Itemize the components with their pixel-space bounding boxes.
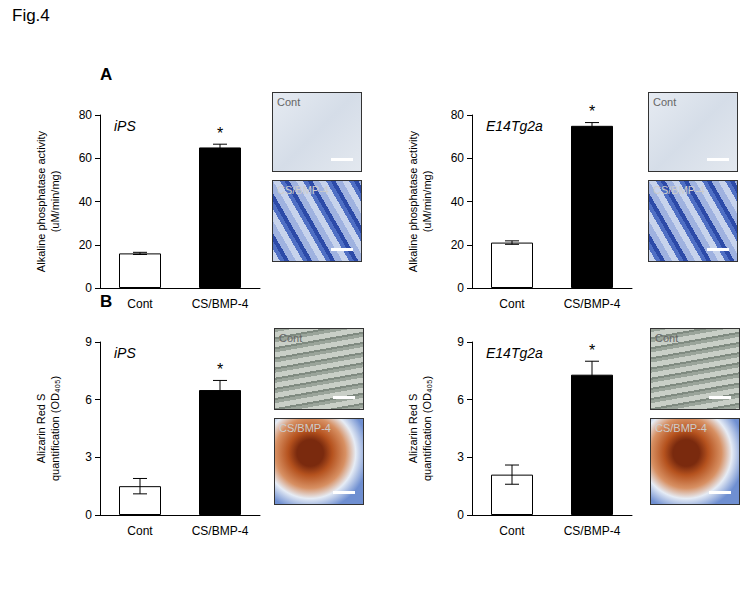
svg-text:80: 80 <box>79 108 93 122</box>
html-text:B: B <box>100 292 113 311</box>
svg-text:0: 0 <box>85 281 92 295</box>
html-text:Cont: Cont <box>655 332 679 344</box>
svg-text:E14Tg2a: E14Tg2a <box>486 345 543 361</box>
svg-text:CS/BMP-4: CS/BMP-4 <box>564 297 621 311</box>
svg-text:(uM/min/mg): (uM/min/mg) <box>421 171 433 233</box>
svg-text:quantification (OD₄₀₅): quantification (OD₄₀₅) <box>421 376 433 481</box>
svg-text:6: 6 <box>85 393 92 407</box>
html-text:Cont: Cont <box>277 96 301 108</box>
svg-text:*: * <box>217 361 223 378</box>
svg-text:CS/BMP-4: CS/BMP-4 <box>564 524 621 538</box>
html-text:CS/BMP-4: CS/BMP-4 <box>279 422 331 434</box>
svg-text:0: 0 <box>457 508 464 522</box>
svg-text:3: 3 <box>85 450 92 464</box>
svg-text:0: 0 <box>85 508 92 522</box>
html-text:CS/BMP-4: CS/BMP-4 <box>277 184 329 196</box>
svg-text:Alizarin Red S: Alizarin Red S <box>407 394 419 464</box>
html-text:Cont: Cont <box>653 96 677 108</box>
svg-text:20: 20 <box>451 238 465 252</box>
html-text:Cont: Cont <box>279 332 303 344</box>
html-text:CS/BMP-4: CS/BMP-4 <box>653 184 705 196</box>
svg-text:0: 0 <box>457 281 464 295</box>
svg-text:CS/BMP-4: CS/BMP-4 <box>192 524 249 538</box>
svg-text:(uM/min/mg): (uM/min/mg) <box>49 171 61 233</box>
svg-text:iPS: iPS <box>114 345 136 361</box>
html-text:Fig.4: Fig.4 <box>12 6 50 25</box>
svg-text:*: * <box>589 342 595 359</box>
svg-text:9: 9 <box>85 335 92 349</box>
svg-text:60: 60 <box>451 151 465 165</box>
html-text:A: A <box>100 65 113 84</box>
svg-text:CS/BMP-4: CS/BMP-4 <box>192 297 249 311</box>
svg-text:6: 6 <box>457 393 464 407</box>
svg-text:Alkaline phosphatase activity: Alkaline phosphatase activity <box>35 130 47 272</box>
svg-text:9: 9 <box>457 335 464 349</box>
svg-text:*: * <box>217 125 223 142</box>
svg-text:iPS: iPS <box>114 118 136 134</box>
svg-text:E14Tg2a: E14Tg2a <box>486 118 543 134</box>
html-text:CS/BMP-4: CS/BMP-4 <box>655 422 707 434</box>
svg-text:Cont: Cont <box>127 297 153 311</box>
svg-text:3: 3 <box>457 450 464 464</box>
svg-text:Alizarin Red S: Alizarin Red S <box>35 394 47 464</box>
svg-text:60: 60 <box>79 151 93 165</box>
svg-text:Alkaline phosphatase activity: Alkaline phosphatase activity <box>407 130 419 272</box>
svg-text:40: 40 <box>79 195 93 209</box>
svg-text:Cont: Cont <box>127 524 153 538</box>
svg-text:*: * <box>589 103 595 120</box>
svg-text:40: 40 <box>451 195 465 209</box>
svg-text:Cont: Cont <box>499 297 525 311</box>
svg-text:80: 80 <box>451 108 465 122</box>
svg-text:quantification (OD₄₀₅): quantification (OD₄₀₅) <box>49 376 61 481</box>
svg-text:20: 20 <box>79 238 93 252</box>
svg-text:Cont: Cont <box>499 524 525 538</box>
